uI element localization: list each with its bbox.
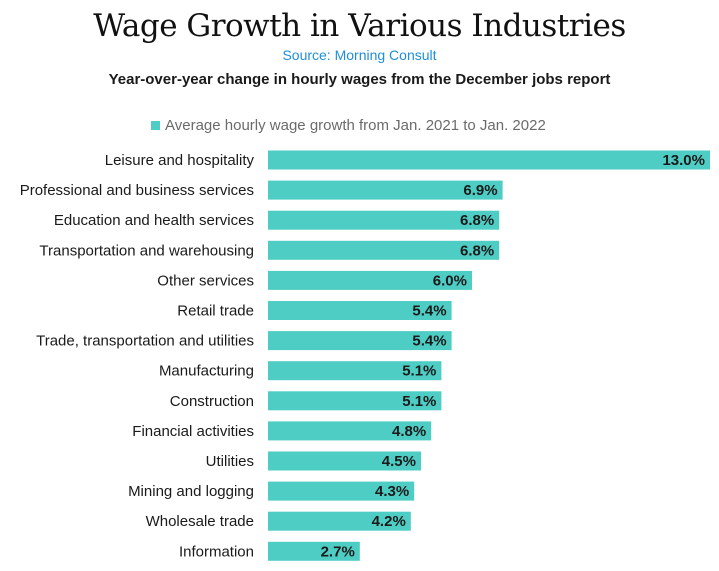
value-label: 2.7%: [321, 543, 355, 560]
bar: [268, 541, 360, 561]
value-label: 6.9%: [463, 182, 497, 199]
value-label: 4.3%: [375, 483, 409, 500]
category-label: Education and health services: [54, 212, 254, 229]
category-label: Manufacturing: [159, 363, 254, 380]
bar: [268, 150, 710, 170]
value-label: 13.0%: [662, 152, 705, 169]
value-label: 4.5%: [382, 453, 416, 470]
category-label: Financial activities: [132, 423, 254, 440]
bar: [268, 511, 411, 531]
value-label: 6.0%: [433, 272, 467, 289]
category-label: Trade, transportation and utilities: [36, 333, 254, 350]
value-label: 4.8%: [392, 423, 426, 440]
legend-swatch: [151, 121, 160, 130]
bar: [268, 421, 432, 441]
category-label: Leisure and hospitality: [105, 152, 255, 169]
chart-legend: Average hourly wage growth from Jan. 202…: [151, 117, 546, 134]
value-label: 6.8%: [460, 242, 494, 259]
bar: [268, 301, 452, 320]
bar: [268, 331, 452, 351]
legend-label: Average hourly wage growth from Jan. 202…: [165, 117, 546, 134]
category-label: Utilities: [206, 453, 254, 470]
chart-source: Source: Morning Consult: [282, 47, 437, 63]
value-label: 5.1%: [402, 393, 436, 410]
bar: [268, 270, 472, 290]
value-label: 5.4%: [412, 333, 446, 350]
bar: [268, 391, 442, 411]
bar: [268, 210, 500, 230]
value-label: 4.2%: [372, 513, 406, 530]
category-label: Mining and logging: [128, 483, 254, 500]
bar: [268, 361, 442, 381]
chart-subtitle: Year-over-year change in hourly wages fr…: [108, 71, 611, 88]
category-label: Transportation and warehousing: [39, 242, 254, 259]
category-label: Construction: [170, 393, 254, 410]
category-label: Other services: [157, 272, 254, 289]
category-label: Information: [179, 543, 254, 560]
value-label: 6.8%: [460, 212, 494, 229]
category-label: Wholesale trade: [146, 513, 254, 530]
bar: [268, 451, 421, 471]
bar: [268, 481, 415, 501]
value-label: 5.4%: [412, 303, 446, 320]
category-label: Professional and business services: [20, 182, 254, 199]
bar: [268, 240, 500, 260]
category-label: Retail trade: [177, 303, 254, 320]
bar: [268, 180, 503, 200]
chart-title: Wage Growth in Various Industries: [93, 8, 626, 44]
value-label: 5.1%: [402, 363, 436, 380]
